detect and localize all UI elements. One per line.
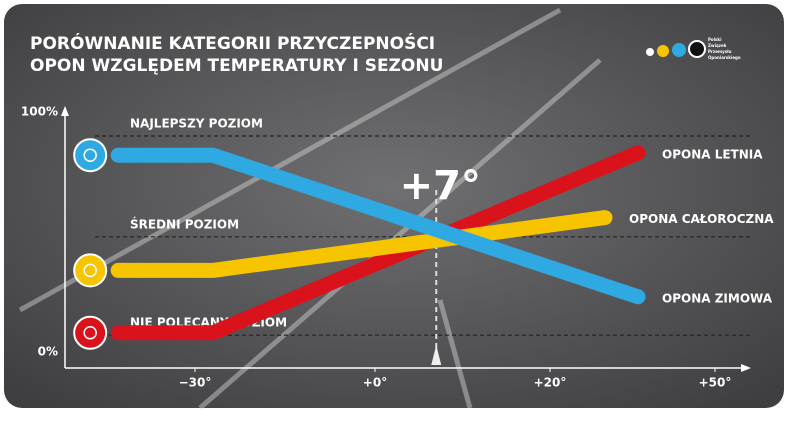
title-line: OPON WZGLĘDEM TEMPERATURY I SEZONU [30, 56, 443, 76]
series-label: OPONA ZIMOWA [662, 291, 773, 305]
logo-text: Polski [708, 37, 722, 42]
y-tick-label: 0% [38, 345, 58, 359]
x-tick-label: −30° [179, 376, 212, 390]
series-line [110, 147, 646, 305]
logo-text: Związek [708, 43, 727, 48]
road-lines [18, 7, 602, 410]
logo: Polski Związek Przemysłu Oponiarskiego [646, 37, 741, 60]
series-icon [73, 315, 108, 350]
series-icon-glyph [83, 263, 97, 278]
level-label: NAJLEPSZY POZIOM [130, 117, 263, 131]
series-icon-glyph [83, 148, 97, 162]
x-tick-label: +0° [363, 376, 387, 390]
x-tick-label: +50° [699, 376, 732, 390]
marker-pointer [431, 345, 442, 365]
x-tick-label: +20° [534, 376, 567, 390]
series-icon [73, 138, 108, 173]
marker-label: +7° [400, 163, 481, 209]
series-icon [73, 253, 108, 288]
series-label: OPONA CAŁOROCZNA [629, 212, 774, 226]
series-icon-glyph [83, 326, 97, 340]
logo-text: Oponiarskiego [708, 55, 741, 60]
title-line: PORÓWNANIE KATEGORII PRZYCZEPNOŚCI [30, 32, 435, 54]
series-label: OPONA LETNIA [662, 147, 763, 161]
y-tick-label: 100% [21, 105, 58, 119]
level-label: ŚREDNI POZIOM [130, 216, 239, 231]
series-line [110, 145, 646, 341]
background [4, 4, 784, 408]
logo-text: Przemysłu [708, 49, 732, 54]
axes [61, 106, 751, 372]
